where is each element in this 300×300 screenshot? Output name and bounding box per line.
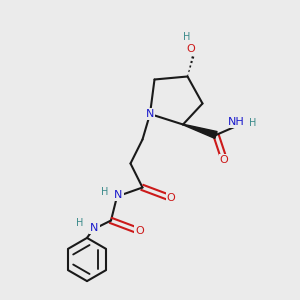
Text: N: N (114, 190, 123, 200)
Text: H: H (101, 187, 109, 197)
Text: H: H (183, 32, 190, 43)
Text: O: O (186, 44, 195, 54)
Text: N: N (146, 109, 154, 119)
Text: O: O (220, 155, 229, 165)
Text: H: H (76, 218, 83, 229)
Text: N: N (90, 223, 99, 233)
Text: NH: NH (228, 117, 245, 127)
Text: O: O (135, 226, 144, 236)
Text: O: O (167, 193, 176, 203)
Polygon shape (183, 124, 217, 138)
Text: H: H (249, 118, 256, 128)
